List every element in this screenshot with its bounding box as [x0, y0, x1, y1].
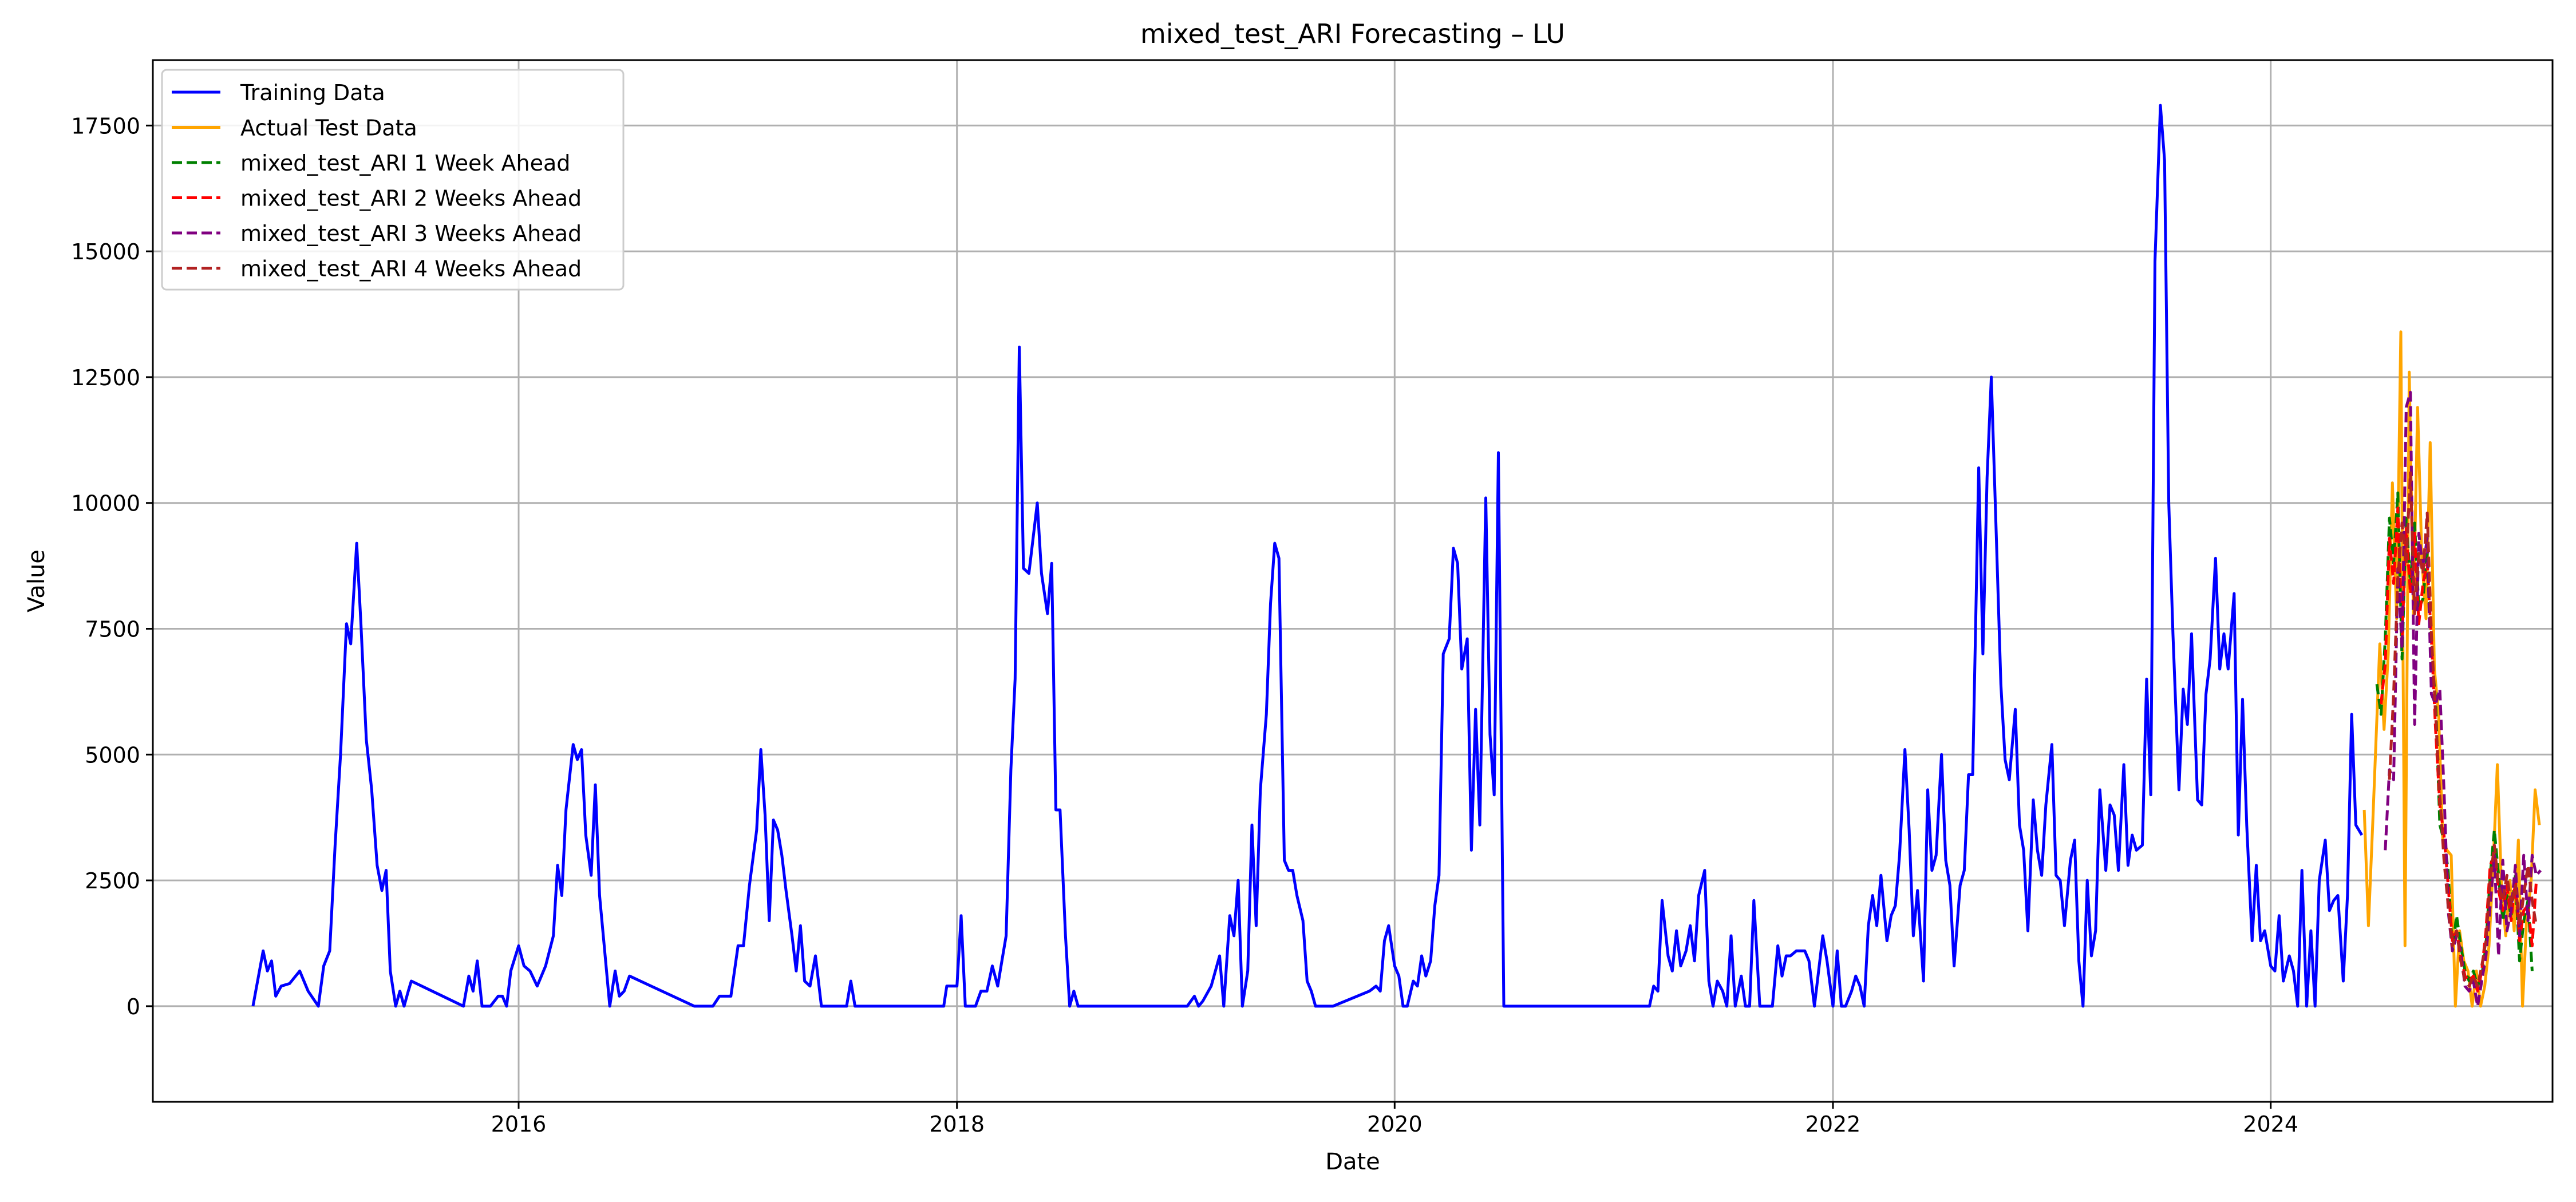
series-line-5 [2388, 471, 2538, 988]
legend-label: mixed_test_ARI 2 Weeks Ahead [240, 186, 582, 211]
legend-box [161, 69, 625, 291]
x-axis-label: Date [1325, 1149, 1380, 1175]
chart-title: mixed_test_ARI Forecasting – LU [1140, 18, 1565, 49]
series-line-0 [251, 104, 2364, 1008]
y-tick-label: 15000 [71, 239, 140, 264]
y-tick-label: 12500 [71, 365, 140, 390]
legend-label: mixed_test_ARI 1 Week Ahead [240, 151, 570, 176]
legend-label: Training Data [240, 80, 385, 105]
legend-label: mixed_test_ARI 3 Weeks Ahead [240, 221, 582, 246]
x-tick-label: 2024 [2243, 1112, 2298, 1137]
x-tick-label: 2018 [929, 1112, 985, 1137]
legend-label: mixed_test_ARI 4 Weeks Ahead [240, 256, 582, 282]
y-tick-label: 7500 [85, 617, 140, 642]
y-tick-label: 0 [127, 994, 140, 1019]
y-tick-label: 10000 [71, 491, 140, 516]
tick-layer: 2016 2018 2020 2022 2024 0 2500 5000 7500 10000 12… [71, 113, 2298, 1137]
y-tick-label: 2500 [85, 868, 140, 893]
y-tick-label: 17500 [71, 113, 140, 139]
legend-items: Training Data Actual Test Data mixed_test_… [172, 80, 582, 282]
y-axis-label: Value [23, 549, 50, 612]
legend: Training Data Actual Test Data mixed_test_… [161, 69, 625, 291]
y-tick-label: 5000 [85, 742, 140, 768]
legend-label: Actual Test Data [240, 116, 417, 141]
x-tick-label: 2020 [1367, 1112, 1423, 1137]
plot-frame [152, 59, 2554, 1103]
series-line-4 [2384, 390, 2542, 1008]
x-tick-label: 2022 [1805, 1112, 1861, 1137]
x-tick-label: 2016 [491, 1112, 547, 1137]
series-layer [251, 104, 2542, 1008]
